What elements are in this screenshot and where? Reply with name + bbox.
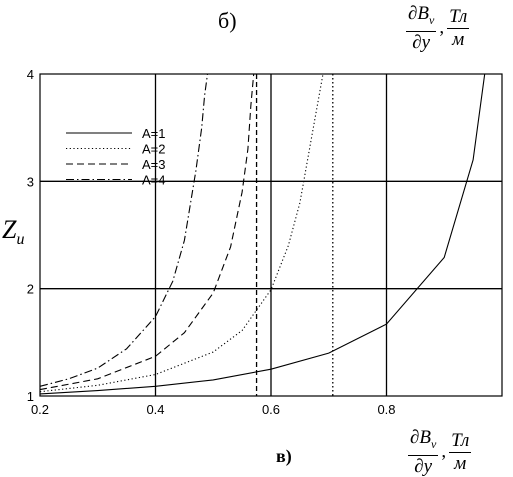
y-tick-label: 2 <box>27 282 34 297</box>
x-label-sep: , <box>441 441 447 463</box>
y-label-main: Z <box>2 215 17 244</box>
top-label-num: ∂B <box>408 3 429 24</box>
x-tick-label: 0.8 <box>377 402 395 417</box>
x-label-unit-num: Тл <box>449 429 472 453</box>
legend: A=1A=2A=3A=4 <box>66 126 166 188</box>
tick-labels: 0.2 0.4 0.6 0.8 1 2 3 4 <box>27 67 396 417</box>
x-axis-label: ∂Bv ∂y , Тл м <box>408 427 472 477</box>
top-fraction-label: ∂Bv ∂y , Тл м <box>406 3 470 53</box>
top-caption: б) <box>218 8 237 33</box>
curves <box>39 73 497 395</box>
series-line-a-3 <box>39 73 255 391</box>
y-tick-label: 4 <box>27 67 34 82</box>
legend-label: A=4 <box>142 173 166 188</box>
x-tick-label: 0.2 <box>31 402 49 417</box>
series-line-a-2 <box>39 73 326 393</box>
series-line-a-1 <box>39 73 497 395</box>
y-tick-label: 1 <box>27 389 34 404</box>
grid <box>40 74 502 396</box>
plot-frame <box>39 73 503 397</box>
x-label-unit-den: м <box>454 452 467 474</box>
reference-lines <box>255 74 334 396</box>
bottom-caption: в) <box>276 446 292 466</box>
x-label-sub: v <box>431 436 437 451</box>
top-label-unit-den: м <box>452 28 465 50</box>
legend-label: A=3 <box>142 157 166 172</box>
y-tick-label: 3 <box>27 174 34 189</box>
legend-label: A=1 <box>142 126 166 141</box>
x-label-num: ∂B <box>410 427 431 448</box>
top-label-unit-num: Тл <box>447 5 470 29</box>
top-label-sep: , <box>439 17 445 39</box>
x-label-den: ∂y <box>414 455 433 477</box>
x-tick-label: 0.6 <box>262 402 280 417</box>
legend-label: A=2 <box>142 142 166 157</box>
top-label-sub: v <box>429 12 435 27</box>
y-label-sub: и <box>16 231 25 249</box>
y-axis-label: Zи <box>2 215 24 249</box>
top-label-den: ∂y <box>412 31 431 53</box>
x-tick-label: 0.4 <box>146 402 164 417</box>
series-line-a-4 <box>39 73 209 387</box>
